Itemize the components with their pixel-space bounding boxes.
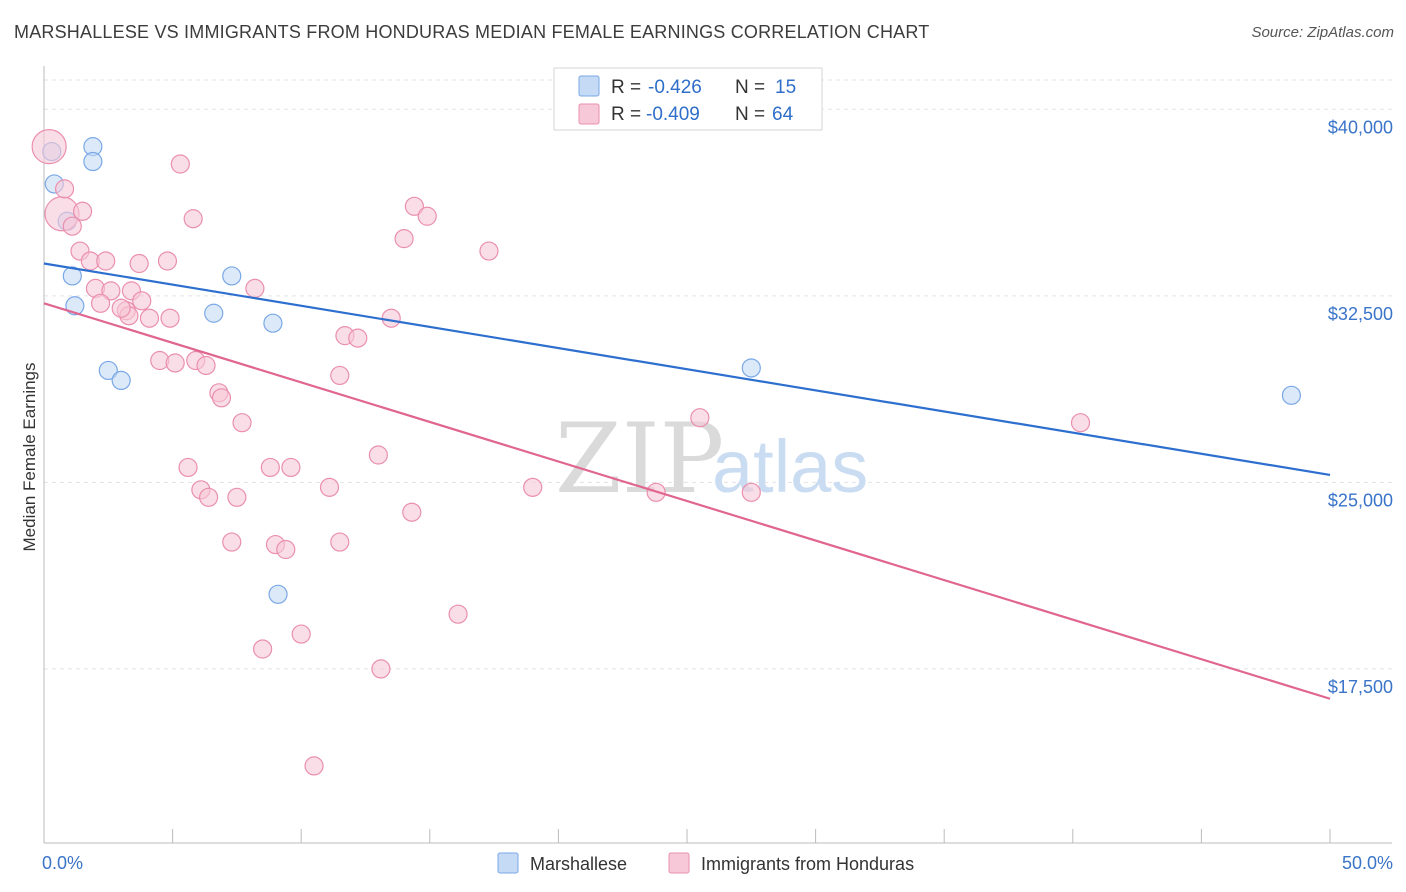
- honduras-point: [368, 445, 388, 465]
- honduras-point: [227, 487, 247, 507]
- bottom-legend-label-marshallese: Marshallese: [530, 854, 627, 874]
- legend-n-value-2: 64: [772, 104, 794, 125]
- trend-layer: [43, 262, 1331, 700]
- honduras-point: [222, 532, 242, 552]
- chart-title: MARSHALLESE VS IMMIGRANTS FROM HONDURAS …: [14, 22, 930, 42]
- honduras-point: [479, 241, 499, 261]
- marshallese-point: [263, 313, 283, 333]
- honduras-point: [741, 482, 761, 502]
- honduras-point: [381, 308, 401, 328]
- honduras-point: [417, 206, 437, 226]
- honduras-point: [139, 308, 160, 328]
- honduras-point: [183, 209, 203, 229]
- honduras-point: [31, 129, 67, 165]
- marshallese-point: [204, 303, 224, 323]
- points-layer: [31, 129, 1302, 776]
- legend-r-value-1: -0.426: [648, 77, 702, 98]
- honduras-point: [245, 278, 265, 298]
- marshallese-point: [98, 360, 118, 381]
- honduras-trend-line: [43, 302, 1331, 700]
- bottom-legend-label-honduras: Immigrants from Honduras: [701, 854, 914, 874]
- honduras-point: [371, 659, 391, 679]
- legend-r-value-2: -0.409: [646, 104, 700, 125]
- y-axis-title: Median Female Earnings: [20, 363, 39, 552]
- honduras-point: [170, 154, 190, 174]
- y-tick-label: $17,500: [1328, 677, 1393, 697]
- x-tick-label-min: 0.0%: [42, 853, 83, 873]
- honduras-point: [402, 502, 422, 522]
- honduras-point: [90, 293, 111, 313]
- legend-r-label-1: R =: [611, 77, 641, 98]
- legend-n-label-1: N =: [735, 77, 765, 98]
- honduras-point: [394, 229, 414, 249]
- legend-box: R = -0.426 N = 15 R = -0.409 N = 64: [553, 67, 823, 131]
- marshallese-point: [741, 358, 761, 378]
- x-tick-label-max: 50.0%: [1342, 853, 1393, 873]
- marshallese-point: [1281, 385, 1302, 405]
- honduras-point: [348, 328, 368, 348]
- honduras-point: [260, 457, 280, 478]
- honduras-point: [211, 388, 232, 408]
- marshallese-point: [62, 266, 82, 286]
- honduras-point: [448, 604, 468, 624]
- honduras-point: [330, 365, 350, 386]
- legend-swatch-marshallese: [578, 75, 600, 97]
- bottom-legend-swatch-honduras: [668, 852, 690, 874]
- legend-swatch-honduras: [578, 103, 600, 125]
- honduras-point: [1070, 413, 1091, 433]
- marshallese-point: [268, 584, 288, 604]
- y-tick-label: $32,500: [1328, 304, 1393, 324]
- honduras-point: [319, 477, 340, 497]
- marshallese-trend-line: [43, 262, 1331, 476]
- honduras-point: [96, 251, 116, 271]
- honduras-point: [160, 308, 180, 328]
- honduras-point: [199, 487, 219, 507]
- honduras-point: [523, 477, 543, 497]
- honduras-point: [129, 253, 149, 274]
- chart-source: Source: ZipAtlas.com: [1251, 24, 1394, 41]
- bottom-legend: Marshallese Immigrants from Honduras: [497, 852, 914, 874]
- honduras-point: [404, 196, 424, 216]
- honduras-point: [101, 281, 121, 301]
- honduras-point: [54, 179, 75, 199]
- honduras-point: [72, 201, 93, 221]
- y-tick-label: $25,000: [1328, 490, 1393, 510]
- legend-r-label-2: R =: [611, 104, 641, 125]
- honduras-point: [178, 457, 198, 478]
- marshallese-point: [111, 370, 131, 390]
- honduras-point: [157, 251, 178, 271]
- honduras-point: [165, 353, 185, 373]
- legend-n-value-1: 15: [775, 77, 796, 98]
- axis-layer: [43, 66, 1392, 844]
- marshallese-point: [222, 266, 242, 286]
- honduras-point: [281, 457, 301, 478]
- honduras-point: [253, 639, 273, 659]
- honduras-point: [62, 216, 82, 236]
- honduras-point: [690, 408, 710, 428]
- honduras-point: [291, 624, 311, 644]
- watermark: ZIP atlas: [555, 403, 868, 515]
- y-tick-label: $40,000: [1328, 117, 1393, 137]
- honduras-point: [196, 355, 216, 376]
- watermark-atlas: atlas: [712, 425, 868, 508]
- legend-n-label-2: N =: [735, 104, 765, 125]
- honduras-point: [330, 532, 350, 552]
- honduras-point: [132, 291, 152, 311]
- honduras-point: [276, 539, 296, 560]
- honduras-point: [232, 413, 252, 433]
- marshallese-point: [83, 151, 103, 172]
- honduras-point: [111, 298, 131, 318]
- honduras-point: [304, 756, 324, 776]
- bottom-legend-swatch-marshallese: [497, 852, 519, 874]
- grid-layer: $40,000 $32,500 $25,000 $17,500: [44, 79, 1393, 697]
